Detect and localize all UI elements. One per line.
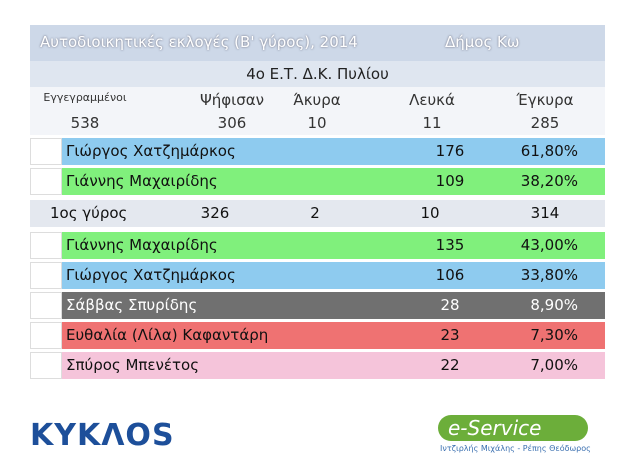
percent: 7,00% [530, 356, 578, 374]
votes: 109 [435, 172, 465, 190]
stat-label: Ψήφισαν [199, 91, 265, 109]
title: Αυτοδιοικητικές εκλογές (Β' γύρος), 2014 [40, 33, 358, 51]
station: 4ο Ε.Τ. Δ.Κ. Πυλίου [246, 65, 389, 83]
candidate-row: Γιάννης Μαχαιρίδης 109 38,20% [30, 168, 605, 195]
percent: 43,00% [520, 236, 578, 254]
right-logo: e-Service [448, 416, 542, 440]
candidate-row: Γιώργος Χατζημάρκος 176 61,80% [30, 138, 605, 165]
party-logo [30, 292, 62, 319]
stat-label: Εγγεγραμμένοι [43, 91, 127, 104]
candidate-name: Σάββας Σπυρίδης [66, 296, 198, 314]
candidate-name: Γιάννης Μαχαιρίδης [66, 236, 218, 254]
party-logo [30, 352, 62, 379]
votes: 176 [435, 142, 465, 160]
party-logo [30, 322, 62, 349]
candidate-row: Σπύρος Μπενέτος 22 7,00% [30, 352, 605, 379]
percent: 61,80% [520, 142, 578, 160]
first-round-summary: 1ος γύρος 326 2 10 314 [30, 200, 605, 227]
summary-value: 314 [530, 204, 560, 222]
party-logo [30, 168, 62, 195]
summary-value: 326 [200, 204, 230, 222]
candidate-row: Ευθαλία (Λίλα) Καφαντάρη 23 7,30% [30, 322, 605, 349]
title-bar [30, 25, 605, 61]
stats-bar [30, 87, 605, 135]
party-logo [30, 262, 62, 289]
candidate-name: Ευθαλία (Λίλα) Καφαντάρη [66, 326, 269, 344]
right-caption: Ιντζιρλής Μιχάλης - Ρέπης Θεόδωρος [440, 444, 591, 453]
votes: 106 [435, 266, 465, 284]
summary-value: 10 [420, 204, 440, 222]
candidate-row: Σάββας Σπυρίδης 28 8,90% [30, 292, 605, 319]
stat-label: Λευκά [409, 91, 455, 109]
stat-value: 306 [217, 114, 247, 132]
stat-value: 285 [530, 114, 560, 132]
votes: 22 [440, 356, 460, 374]
summary-label: 1ος γύρος [50, 204, 128, 222]
party-logo [30, 232, 62, 259]
stat-label: Άκυρα [293, 91, 341, 109]
stat-value: 10 [307, 114, 327, 132]
party-logo [30, 138, 62, 165]
votes: 23 [440, 326, 460, 344]
percent: 38,20% [520, 172, 578, 190]
candidate-row: Γιώργος Χατζημάρκος 106 33,80% [30, 262, 605, 289]
candidate-row: Γιάννης Μαχαιρίδης 135 43,00% [30, 232, 605, 259]
summary-value: 2 [310, 204, 320, 222]
stat-label: Έγκυρα [516, 91, 574, 109]
candidate-name: Σπύρος Μπενέτος [66, 356, 200, 374]
candidate-name: Γιάννης Μαχαιρίδης [66, 172, 218, 190]
candidate-name: Γιώργος Χατζημάρκος [66, 266, 236, 284]
municipality: Δήμος Κω [445, 33, 520, 51]
votes: 28 [440, 296, 460, 314]
stat-value: 11 [422, 114, 442, 132]
votes: 135 [435, 236, 465, 254]
stat-value: 538 [70, 114, 100, 132]
left-logo: ΚΥΚΛΟS [30, 418, 175, 453]
percent: 8,90% [530, 296, 578, 314]
candidate-name: Γιώργος Χατζημάρκος [66, 142, 236, 160]
percent: 7,30% [530, 326, 578, 344]
station-bar [30, 61, 605, 87]
percent: 33,80% [520, 266, 578, 284]
